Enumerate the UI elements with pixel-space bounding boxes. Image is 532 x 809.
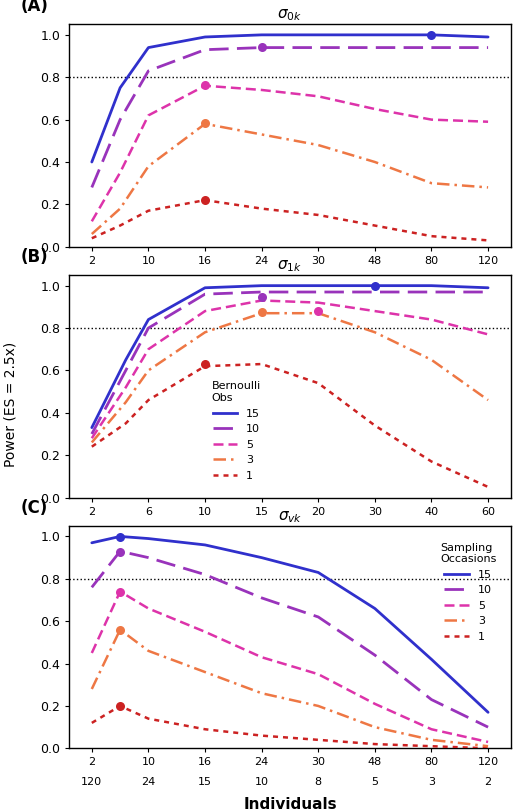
Text: 15: 15 — [198, 777, 212, 787]
Text: 5: 5 — [371, 777, 378, 787]
Title: $\sigma_{0k}$: $\sigma_{0k}$ — [278, 8, 302, 23]
Text: 3: 3 — [428, 276, 435, 286]
Text: 10: 10 — [255, 276, 269, 286]
Text: 12: 12 — [198, 527, 212, 536]
Text: (A): (A) — [21, 0, 48, 15]
Text: (B): (B) — [21, 248, 48, 266]
Text: 10: 10 — [255, 527, 269, 536]
Text: 24: 24 — [142, 276, 155, 286]
Text: 3: 3 — [428, 527, 435, 536]
Text: 2: 2 — [485, 527, 492, 536]
Legend: 15, 10, 5, 3, 1: 15, 10, 5, 3, 1 — [207, 377, 265, 485]
Text: 20: 20 — [142, 527, 155, 536]
Title: $\sigma_{1k}$: $\sigma_{1k}$ — [278, 259, 302, 274]
Text: 15: 15 — [198, 276, 212, 286]
Text: 8: 8 — [315, 777, 322, 787]
Text: 5: 5 — [371, 276, 378, 286]
Text: 2: 2 — [485, 777, 492, 787]
Text: 8: 8 — [315, 276, 322, 286]
Text: 4: 4 — [371, 527, 378, 536]
Text: 24: 24 — [142, 777, 155, 787]
Text: (C): (C) — [21, 499, 48, 517]
Text: 120: 120 — [81, 777, 102, 787]
Text: 6: 6 — [315, 527, 322, 536]
Text: 60: 60 — [85, 527, 99, 536]
Text: 120: 120 — [81, 276, 102, 286]
Text: Power (ES = 2.5x): Power (ES = 2.5x) — [4, 342, 18, 467]
Text: 10: 10 — [255, 777, 269, 787]
Text: 3: 3 — [428, 777, 435, 787]
Text: 2: 2 — [485, 276, 492, 286]
Text: Individuals: Individuals — [243, 798, 337, 809]
Legend: 15, 10, 5, 3, 1: 15, 10, 5, 3, 1 — [436, 538, 501, 646]
Title: $\sigma_{vk}$: $\sigma_{vk}$ — [278, 510, 302, 525]
